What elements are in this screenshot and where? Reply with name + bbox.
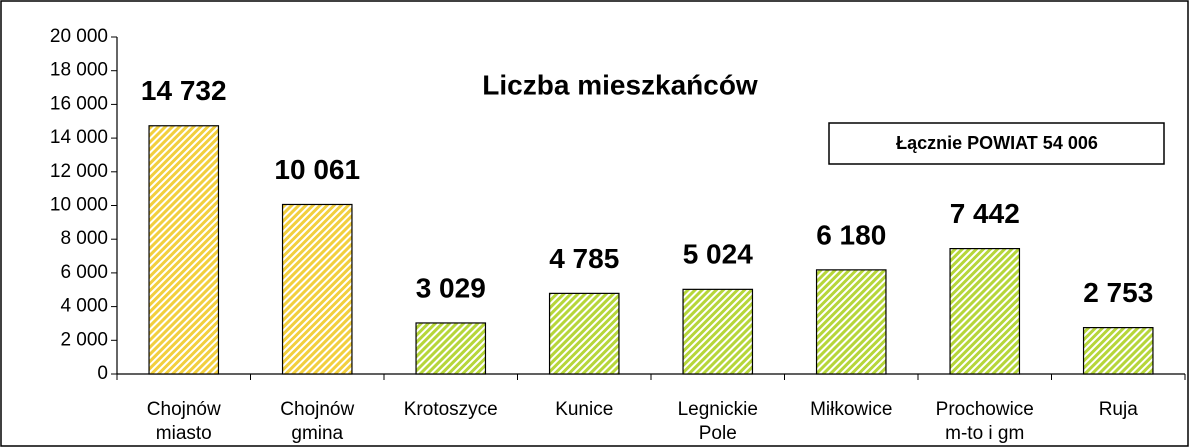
x-tick-label: Legnickie Pole xyxy=(678,399,758,444)
bar xyxy=(415,322,487,375)
annotation: Łącznie POWIAT 54 006 xyxy=(896,133,1098,153)
chart-title: Liczba mieszkańców xyxy=(482,69,758,100)
x-tick-label: Miłkowice xyxy=(810,399,892,420)
x-tick-label: Chojnów miasto xyxy=(147,399,221,444)
x-tick-label: Ruja xyxy=(1099,399,1139,420)
x-tick-label: Kunice xyxy=(555,399,613,420)
x-tick-label: Chojnów gmina xyxy=(280,399,354,444)
data-label: 14 732 xyxy=(141,75,227,106)
data-label: 10 061 xyxy=(274,154,360,185)
y-tick-label: 14 000 xyxy=(50,127,108,148)
bar xyxy=(682,288,754,375)
bar xyxy=(1082,327,1154,375)
x-tick-label: Prochowice m-to i gm xyxy=(936,399,1034,444)
bar xyxy=(949,248,1021,375)
y-tick-label: 18 000 xyxy=(50,60,108,81)
bar xyxy=(148,125,220,375)
y-tick-label: 2 000 xyxy=(60,329,108,350)
y-tick-label: 0 xyxy=(97,363,108,384)
y-tick-label: 12 000 xyxy=(50,161,108,182)
x-tick-label: Krotoszyce xyxy=(404,399,498,420)
annotation-box xyxy=(828,122,1165,165)
y-tick-label: 8 000 xyxy=(60,228,108,249)
bar xyxy=(548,292,620,375)
y-tick-label: 4 000 xyxy=(60,296,108,317)
y-tick-label: 10 000 xyxy=(50,195,108,216)
data-label: 6 180 xyxy=(816,219,886,250)
data-label: 5 024 xyxy=(683,239,753,270)
data-label: 2 753 xyxy=(1083,277,1153,308)
y-tick-label: 16 000 xyxy=(50,93,108,114)
data-label: 3 029 xyxy=(416,272,486,303)
bar xyxy=(815,269,887,375)
bar xyxy=(281,203,353,375)
y-tick-label: 20 000 xyxy=(50,26,108,47)
data-label: 7 442 xyxy=(950,198,1020,229)
data-label: 4 785 xyxy=(549,243,619,274)
y-tick-label: 6 000 xyxy=(60,262,108,283)
